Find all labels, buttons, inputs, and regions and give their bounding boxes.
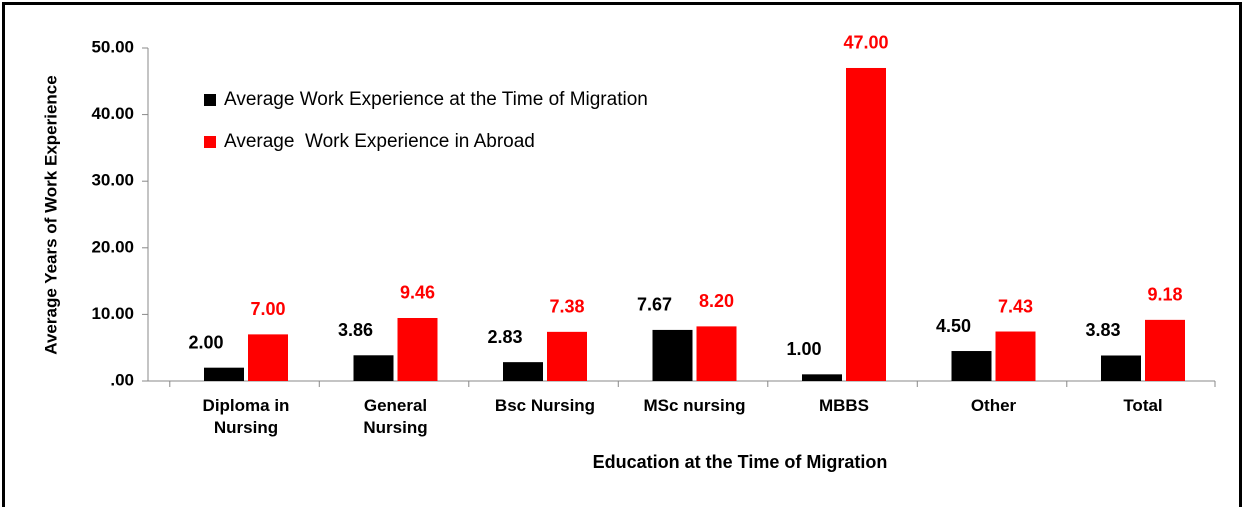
legend-marker: [204, 136, 216, 148]
y-axis-title: Average Years of Work Experience: [41, 75, 60, 354]
bar: [951, 351, 992, 381]
x-tick-label: General Nursing: [363, 396, 428, 437]
legend-label: Average Work Experience at the Time of M…: [224, 89, 648, 110]
data-label: 47.00: [843, 33, 888, 53]
y-tick-label: 20.00: [91, 237, 134, 256]
y-tick-label: 40.00: [91, 104, 134, 123]
x-tick-label: Bsc Nursing: [494, 396, 596, 415]
y-tick-label: 50.00: [91, 37, 134, 56]
bar: [846, 67, 886, 381]
data-label: 9.46: [400, 283, 435, 303]
bar: [995, 331, 1036, 381]
bar: [547, 331, 587, 381]
y-tick-label: 10.00: [91, 304, 134, 323]
bar: [248, 334, 288, 381]
x-tick-label: Total: [1123, 396, 1163, 415]
bar: [652, 329, 693, 381]
bar: [397, 317, 438, 381]
data-label: 3.83: [1085, 320, 1120, 340]
data-label: 8.20: [699, 291, 734, 311]
x-tick-label: Other: [970, 396, 1017, 415]
bar: [696, 326, 737, 381]
data-label: 7.38: [549, 297, 584, 317]
y-tick-label: 30.00: [91, 171, 134, 190]
y-tick-label: .00: [110, 370, 134, 389]
x-tick-label: Diploma in Nursing: [202, 396, 290, 437]
data-label: 7.00: [250, 299, 285, 319]
bar: [353, 355, 394, 381]
x-axis-title: Education at the Time of Migration: [593, 452, 888, 472]
bar: [204, 367, 244, 381]
data-label: 3.86: [338, 320, 373, 340]
data-label: 2.83: [487, 327, 522, 347]
data-label: 2.00: [188, 332, 223, 352]
data-label: 7.67: [637, 295, 672, 315]
legend-marker: [204, 94, 216, 106]
bar: [503, 362, 543, 381]
data-label: 7.43: [998, 296, 1033, 316]
legend-label: Average Work Experience in Abroad: [224, 131, 535, 152]
data-label: 4.50: [936, 316, 971, 336]
x-tick-label: MSc nursing: [643, 396, 746, 415]
data-label: 9.18: [1147, 285, 1182, 305]
data-label: 1.00: [786, 339, 821, 359]
bar: [802, 374, 842, 381]
x-tick-label: MBBS: [818, 396, 870, 415]
bar: [1101, 355, 1141, 381]
bar: [1145, 319, 1185, 381]
